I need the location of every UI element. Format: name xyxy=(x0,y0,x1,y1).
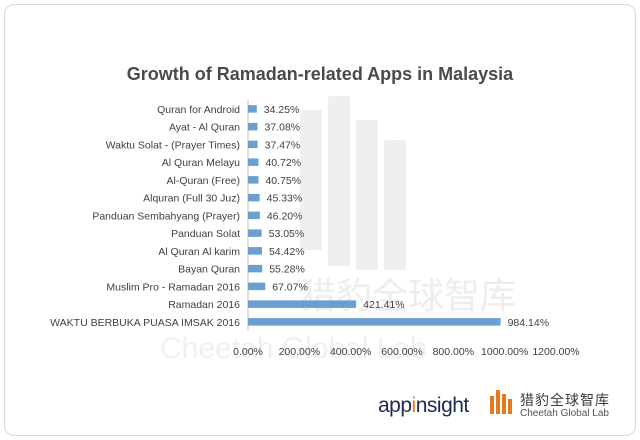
category-label: Panduan Sembahyang (Prayer) xyxy=(92,210,240,222)
bar xyxy=(248,140,258,149)
data-label: 46.20% xyxy=(267,210,303,222)
x-tick-label: 1000.00% xyxy=(481,346,528,358)
bar xyxy=(248,229,262,237)
data-label: 34.25% xyxy=(264,104,300,116)
bar xyxy=(248,193,260,202)
x-tick-label: 600.00% xyxy=(381,346,422,358)
cheetah-global-lab-logo: 猎豹全球智库 Cheetah Global Lab xyxy=(490,388,630,422)
category-label: Bayan Quran xyxy=(178,264,240,276)
data-label: 54.42% xyxy=(269,246,305,258)
category-label: Quran for Android xyxy=(157,104,240,116)
cheetah-en-text: Cheetah Global Lab xyxy=(520,408,609,419)
chart-title: Growth of Ramadan-related Apps in Malays… xyxy=(126,64,514,84)
data-label: 421.41% xyxy=(363,299,404,311)
bar xyxy=(248,105,257,113)
data-label: 67.07% xyxy=(272,281,308,293)
x-tick-label: 800.00% xyxy=(433,346,474,358)
bar xyxy=(248,122,258,131)
appinsight-prefix: app xyxy=(378,394,412,417)
bar xyxy=(248,282,266,291)
category-label: WAKTU BERBUKA PUASA IMSAK 2016 xyxy=(50,317,240,329)
x-tick-label: 0.00% xyxy=(233,346,263,358)
data-label: 37.08% xyxy=(265,122,301,134)
data-label: 53.05% xyxy=(269,228,305,240)
data-label: 984.14% xyxy=(508,317,549,329)
data-label: 55.28% xyxy=(269,264,305,276)
appinsight-suffix: nsight xyxy=(415,394,470,417)
cheetah-bars-icon xyxy=(490,390,512,414)
category-label: Al Quran Al karim xyxy=(158,246,240,258)
category-label: Panduan Solat xyxy=(171,228,240,240)
bar xyxy=(248,300,357,308)
category-label: Al Quran Melayu xyxy=(162,157,240,169)
x-tick-label: 200.00% xyxy=(279,346,320,358)
bar xyxy=(248,264,263,273)
x-tick-label: 400.00% xyxy=(330,346,371,358)
category-label: Muslim Pro - Ramadan 2016 xyxy=(106,281,240,293)
appinsight-logo: appinsight xyxy=(378,394,469,418)
data-label: 40.72% xyxy=(265,157,301,169)
category-label: Waktu Solat - (Prayer Times) xyxy=(106,139,240,151)
x-tick-label: 1200.00% xyxy=(532,346,579,358)
bar xyxy=(248,247,262,255)
bar xyxy=(248,211,260,220)
category-label: Al-Quran (Free) xyxy=(166,175,240,187)
category-label: Alquran (Full 30 Juz) xyxy=(143,193,240,205)
data-label: 37.47% xyxy=(265,139,301,151)
bar xyxy=(248,176,259,184)
data-label: 45.33% xyxy=(267,193,303,205)
bar xyxy=(248,158,259,166)
appinsight-highlight: i xyxy=(411,394,417,417)
category-label: Ayat - Al Quran xyxy=(169,122,240,134)
cheetah-cn-text: 猎豹全球智库 xyxy=(520,392,610,408)
category-label: Ramadan 2016 xyxy=(168,299,240,311)
footer-logos: appinsight 猎豹全球智库 Cheetah Global Lab xyxy=(0,380,640,430)
bar-chart: Quran for Android 34.25% Ayat - Al Quran 37… xyxy=(50,100,580,358)
bar xyxy=(248,318,501,326)
data-label: 40.75% xyxy=(265,175,301,187)
